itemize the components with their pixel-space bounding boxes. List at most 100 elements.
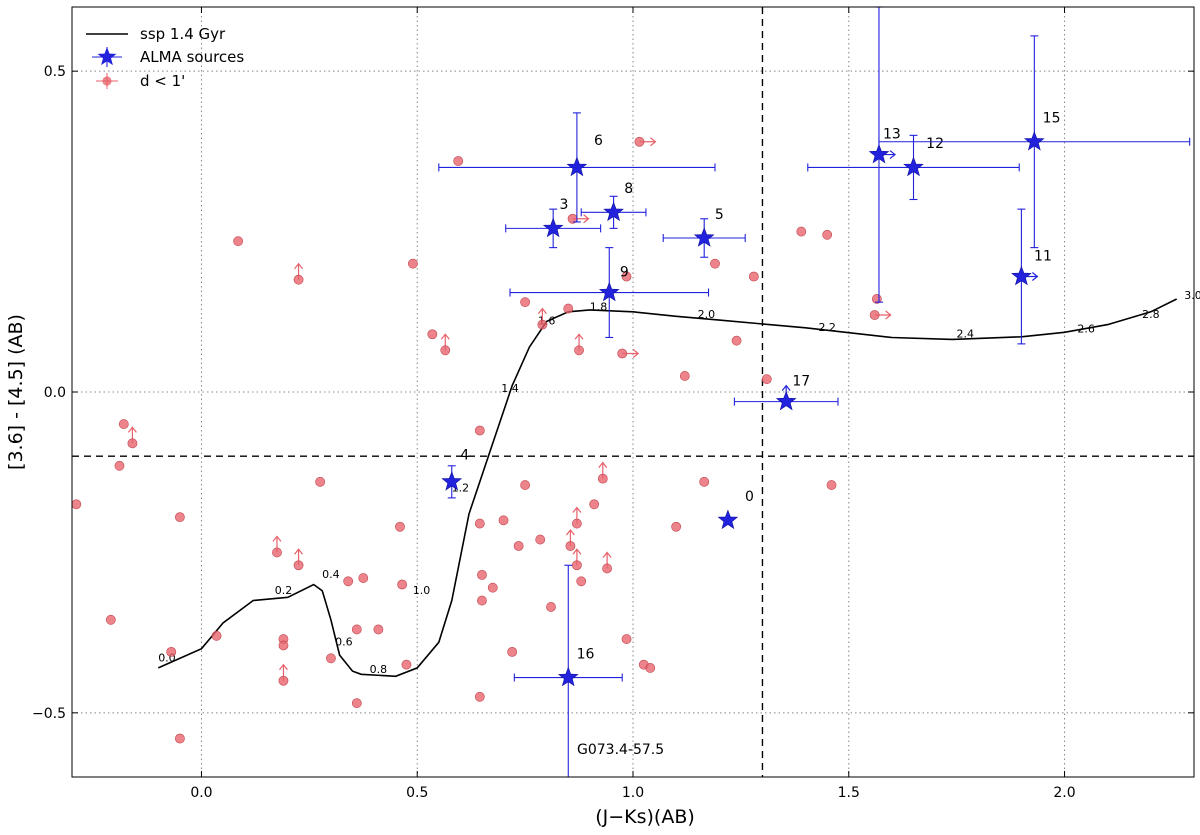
legend: ssp 1.4 Gyr ALMA sources d < 1' bbox=[86, 25, 244, 90]
neighbor-point bbox=[453, 156, 464, 166]
alma-source-star bbox=[903, 156, 924, 177]
axis-ticks: 0.0 0.5 1.0 1.5 2.0 0.5 0.0 −0.5 bbox=[32, 7, 1194, 801]
legend-alma-swatch bbox=[92, 47, 122, 67]
neighbor-point bbox=[427, 329, 438, 340]
neighbor-limit-arrow-head bbox=[602, 551, 612, 558]
neighbor-point bbox=[572, 560, 582, 571]
neighbor-point bbox=[634, 136, 645, 147]
neighbor-point bbox=[572, 518, 582, 529]
alma-source-id: 9 bbox=[620, 265, 629, 281]
neighbor-point bbox=[645, 663, 656, 673]
neighbor-point bbox=[699, 476, 710, 487]
neighbor-point bbox=[574, 345, 584, 356]
alma-source-id: 5 bbox=[715, 207, 724, 223]
neighbor-point bbox=[597, 473, 608, 484]
neighbor-point bbox=[474, 518, 485, 529]
y-tick-label: 0.5 bbox=[44, 64, 66, 80]
x-tick-label: 1.5 bbox=[838, 785, 860, 801]
ssp-age-label: 1.4 bbox=[501, 382, 519, 395]
x-tick-label: 0.0 bbox=[190, 785, 212, 801]
neighbor-point bbox=[326, 653, 336, 664]
neighbor-point bbox=[440, 345, 451, 356]
alma-limit-arrow-head bbox=[1032, 272, 1039, 281]
neighbor-point bbox=[487, 582, 498, 593]
neighbor-limit-arrow-head bbox=[272, 535, 282, 542]
neighbor-point bbox=[477, 595, 487, 606]
alma-source-id: 16 bbox=[577, 646, 595, 662]
ssp-age-label: 3.0 bbox=[1184, 289, 1200, 302]
ssp-age-label: 2.4 bbox=[957, 327, 975, 340]
x-tick-label: 0.5 bbox=[406, 785, 428, 801]
alma-source-star bbox=[775, 390, 797, 411]
alma-source-id: 3 bbox=[559, 197, 568, 213]
neighbor-point bbox=[507, 646, 518, 657]
alma-source-star bbox=[603, 201, 624, 222]
neighbor-point bbox=[474, 425, 485, 436]
neighbor-point bbox=[114, 460, 125, 471]
neighbor-point bbox=[343, 576, 354, 587]
ssp-age-label: 0.4 bbox=[322, 568, 340, 581]
ssp-age-label: 1.0 bbox=[413, 584, 431, 597]
neighbor-limit-arrow-head bbox=[537, 307, 547, 314]
ssp-track-line bbox=[157, 298, 1178, 678]
alma-source-star bbox=[566, 156, 588, 177]
neighbor-point bbox=[535, 534, 546, 545]
neighbor-point bbox=[602, 563, 613, 574]
alma-source-id: 17 bbox=[792, 374, 810, 390]
y-tick-label: 0.0 bbox=[44, 385, 66, 401]
neighbor-point bbox=[174, 733, 185, 744]
alma-source-star bbox=[598, 281, 620, 302]
legend-ssp-label: ssp 1.4 Gyr bbox=[140, 25, 226, 43]
neighbor-point bbox=[71, 499, 82, 510]
ssp-age-label: 0.6 bbox=[335, 635, 353, 648]
alma-limit-arrow-head bbox=[889, 150, 896, 160]
neighbor-limit-arrow-head bbox=[572, 548, 582, 555]
neighbor-point bbox=[796, 226, 807, 237]
legend-alma-star bbox=[97, 47, 117, 66]
x-axis-title: (J−Ks)(AB) bbox=[595, 806, 695, 828]
neighbor-point bbox=[617, 348, 628, 359]
neighbor-point bbox=[513, 541, 524, 551]
alma-source-id: 13 bbox=[883, 127, 901, 143]
neighbor-limit-arrow-head bbox=[565, 529, 575, 536]
neighbor-point bbox=[520, 480, 531, 490]
neighbor-point bbox=[315, 476, 326, 487]
neighbor-points bbox=[71, 136, 892, 744]
alma-source-id: 8 bbox=[624, 181, 633, 197]
neighbor-point bbox=[826, 480, 837, 490]
neighbor-limit-arrow-head bbox=[294, 548, 304, 555]
neighbor-point bbox=[233, 236, 244, 247]
alma-source-star bbox=[717, 509, 739, 530]
neighbor-limit-arrow-head bbox=[278, 663, 288, 671]
neighbor-point bbox=[174, 512, 185, 523]
neighbor-point bbox=[474, 691, 485, 702]
legend-neighbor-dot bbox=[102, 76, 112, 86]
neighbor-point bbox=[293, 560, 304, 571]
neighbor-point bbox=[748, 271, 759, 282]
neighbor-limit-arrow-head bbox=[583, 214, 590, 224]
neighbor-point bbox=[166, 646, 177, 657]
legend-neighbor-label: d < 1' bbox=[140, 72, 185, 90]
neighbor-point bbox=[477, 569, 487, 580]
neighbor-point bbox=[293, 274, 304, 285]
neighbor-point bbox=[397, 579, 408, 590]
neighbor-point bbox=[621, 634, 632, 644]
neighbor-point bbox=[589, 499, 600, 510]
neighbor-limit-arrow-head bbox=[440, 333, 450, 340]
neighbor-point bbox=[278, 640, 289, 651]
alma-source-id: 12 bbox=[926, 136, 944, 152]
neighbor-point bbox=[710, 258, 720, 269]
neighbor-point bbox=[576, 576, 587, 587]
neighbor-point bbox=[621, 271, 632, 282]
alma-source-star bbox=[542, 217, 564, 238]
alma-source-id: 15 bbox=[1043, 111, 1061, 127]
alma-source-star bbox=[693, 227, 715, 247]
neighbor-limit-arrow-head bbox=[572, 506, 582, 513]
ssp-age-label: 0.8 bbox=[370, 663, 388, 676]
legend-alma-label: ALMA sources bbox=[140, 48, 244, 66]
neighbor-point bbox=[272, 547, 282, 558]
neighbor-point bbox=[563, 303, 574, 314]
alma-source-id: 0 bbox=[745, 489, 754, 505]
alma-source-id: 11 bbox=[1034, 248, 1052, 264]
